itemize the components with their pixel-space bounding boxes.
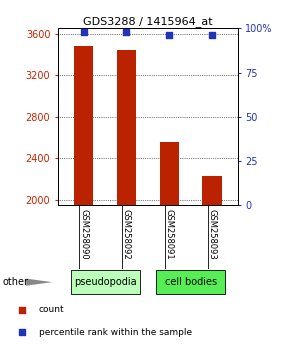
Bar bbox=[160, 142, 179, 205]
Text: GSM258091: GSM258091 bbox=[165, 209, 174, 259]
Bar bbox=[202, 176, 222, 205]
Point bbox=[20, 330, 25, 335]
Text: GSM258093: GSM258093 bbox=[208, 209, 217, 259]
Title: GDS3288 / 1415964_at: GDS3288 / 1415964_at bbox=[83, 16, 213, 27]
Text: cell bodies: cell bodies bbox=[165, 277, 217, 287]
Bar bbox=[74, 46, 93, 205]
Point bbox=[124, 29, 129, 35]
Text: pseudopodia: pseudopodia bbox=[74, 277, 136, 287]
Point bbox=[210, 33, 214, 38]
Point bbox=[167, 33, 172, 38]
Text: count: count bbox=[39, 305, 64, 314]
Text: GSM258090: GSM258090 bbox=[79, 209, 88, 259]
Text: GSM258092: GSM258092 bbox=[122, 209, 131, 259]
Bar bbox=[117, 50, 136, 205]
Point bbox=[20, 307, 25, 313]
Text: other: other bbox=[3, 277, 29, 287]
Point bbox=[81, 29, 86, 35]
Text: percentile rank within the sample: percentile rank within the sample bbox=[39, 328, 192, 337]
Polygon shape bbox=[26, 279, 52, 286]
Bar bbox=[156, 270, 225, 294]
Bar bbox=[71, 270, 139, 294]
